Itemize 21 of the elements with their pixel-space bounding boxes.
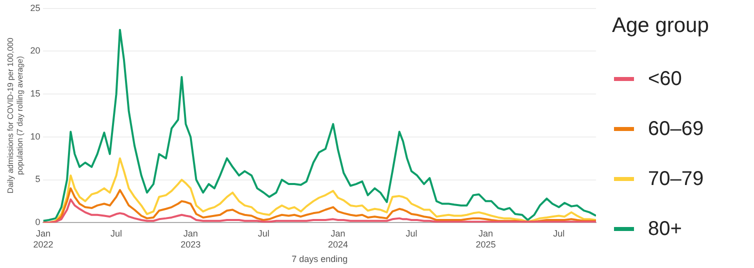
- y-tick-label: 10: [30, 131, 40, 142]
- x-tick-label: Jan 2023: [180, 228, 201, 250]
- y-tick-label: 0: [35, 217, 40, 228]
- x-tick-label: Jan 2024: [328, 228, 348, 250]
- y-axis-title: Daily admissions for COVID-19 per 100,000 population (7 day rolling average): [6, 37, 25, 194]
- y-tick-label: 5: [35, 174, 40, 184]
- x-axis-title: 7 days ending: [292, 254, 348, 264]
- x-tick-label: Jul: [258, 228, 270, 238]
- y-tick-label: 20: [30, 46, 40, 56]
- x-tick-label: Jul: [406, 228, 418, 238]
- y-tick-label: 15: [30, 88, 40, 99]
- x-tick-label: Jan 2025: [476, 228, 496, 250]
- x-tick-label: Jan 2022: [33, 228, 54, 250]
- legend-label: <60: [648, 68, 682, 90]
- y-tick-label: 25: [30, 2, 40, 13]
- legend-label: 70–79: [648, 168, 704, 190]
- x-tick-label: Jul: [553, 228, 565, 238]
- legend-title: Age group: [612, 14, 709, 38]
- legend-label: 60–69: [648, 118, 704, 140]
- x-tick-label: Jul: [110, 228, 122, 238]
- legend-label: 80+: [648, 218, 682, 240]
